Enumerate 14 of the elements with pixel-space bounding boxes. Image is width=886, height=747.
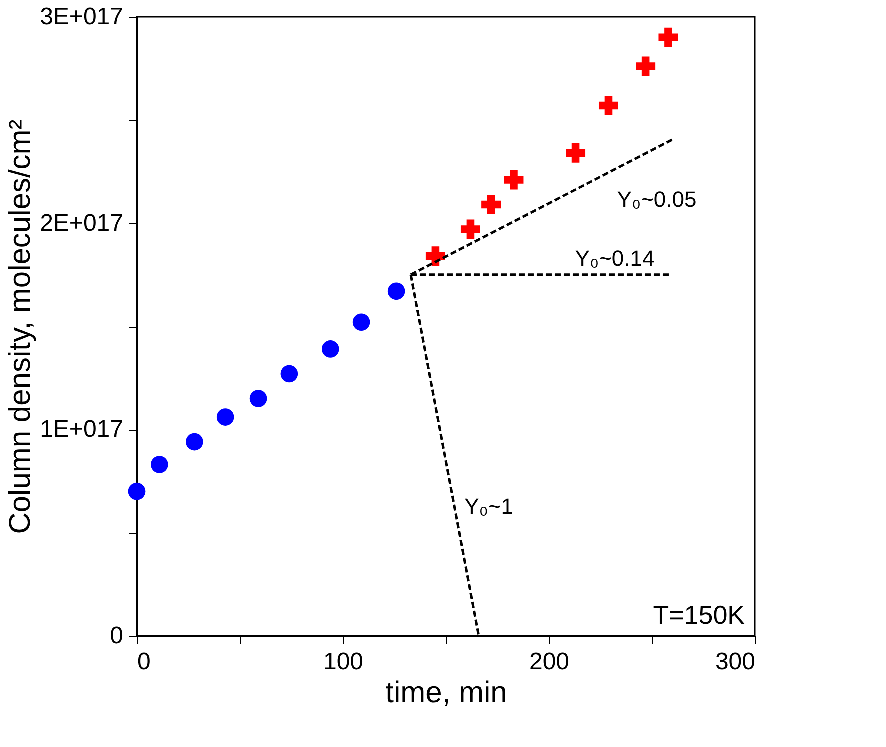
y-axis-title: Column density, molecules/cm² — [4, 120, 38, 534]
x-tick-label: 300 — [715, 648, 756, 676]
x-tick-label: 200 — [529, 648, 570, 676]
x-tick-label: 100 — [323, 648, 364, 676]
y-tick-label: 3E+017 — [40, 4, 124, 30]
annotation: Y₀~0.14 — [575, 246, 655, 271]
y-tick-label: 2E+017 — [40, 210, 124, 237]
y-tick-label: 1E+017 — [40, 416, 124, 444]
annotation: T=150K — [653, 600, 746, 630]
x-axis-title: time, min — [386, 676, 508, 710]
y-tick-label: 0 — [110, 622, 124, 650]
annotation: Y₀~1 — [464, 494, 514, 519]
annotation: Y₀~0.05 — [617, 187, 697, 212]
x-tick-label: 0 — [138, 648, 151, 676]
